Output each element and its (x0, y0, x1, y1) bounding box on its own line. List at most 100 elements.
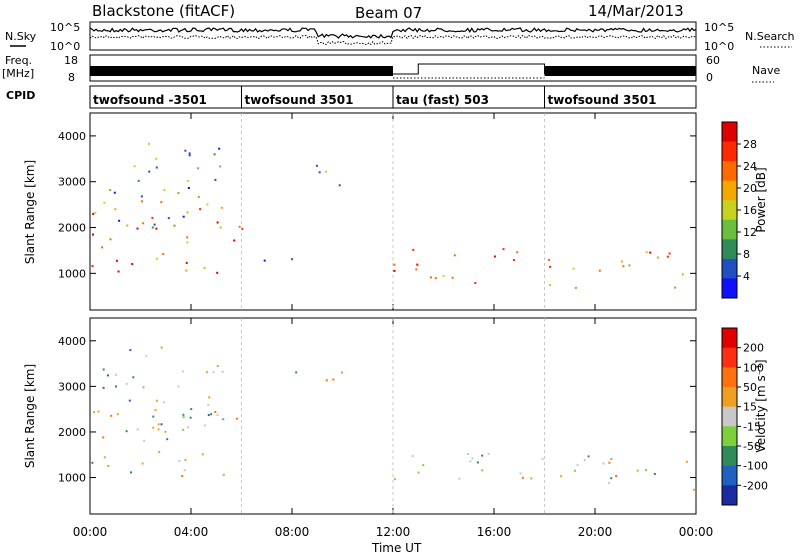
scatter-point (188, 152, 191, 155)
nsky-trace (89, 27, 697, 39)
scatter-point (205, 371, 208, 374)
scatter-point (434, 277, 437, 280)
scatter-point (142, 386, 145, 389)
scatter-point (214, 178, 217, 181)
scatter-point (212, 371, 215, 374)
power-axes: 1000 2000 3000 4000 (58, 112, 697, 311)
time-axis: 00:00 04:00 08:00 12:00 16:00 20:00 00:00 (73, 525, 714, 539)
scatter-point (628, 264, 631, 267)
scatter-point (160, 201, 163, 204)
nsky-traces (89, 27, 697, 46)
cpid-segment-label: twofsound -3501 (93, 93, 207, 107)
nsearch-label: N.Search (745, 30, 795, 43)
scatter-point (430, 276, 432, 279)
scatter-point (415, 268, 418, 271)
scatter-point (610, 458, 613, 460)
scatter-point (216, 271, 219, 274)
scatter-point (512, 259, 515, 261)
colorbar-tick-label: 100 (743, 361, 764, 374)
scatter-point (549, 265, 552, 268)
scatter-point (291, 258, 294, 261)
scatter-point (118, 219, 121, 222)
scatter-point (574, 286, 577, 289)
scatter-point (416, 263, 419, 266)
scatter-point (185, 261, 188, 264)
scatter-point (91, 265, 94, 267)
scatter-point (548, 258, 550, 261)
colorbar-swatch (722, 406, 737, 427)
colorbar-swatch (722, 367, 737, 388)
scatter-point (197, 167, 200, 170)
scatter-point (115, 385, 117, 388)
scatter-point (341, 371, 343, 374)
cpid-label: CPID (6, 89, 35, 102)
scatter-point (177, 385, 180, 388)
colorbar-swatch (722, 200, 737, 221)
scatter-point (157, 423, 160, 426)
scatter-point (656, 256, 659, 259)
scatter-point (115, 373, 118, 376)
scatter-point (216, 221, 219, 224)
scatter-point (103, 201, 106, 204)
scatter-point (451, 276, 454, 279)
scatter-point (469, 460, 472, 463)
colorbar-swatch (722, 328, 737, 349)
colorbar-tick-label: 200 (743, 342, 764, 355)
cpid-segment-label: twofsound 3501 (245, 93, 354, 107)
scatter-point (221, 418, 224, 421)
scatter-point (132, 376, 135, 379)
nsky-panel-frame (89, 21, 697, 51)
velocity-colorbar-label: Velocity [m s⁻¹] (754, 359, 768, 452)
scatter-point (412, 248, 415, 251)
scatter-point (162, 401, 165, 404)
freq-band (544, 66, 696, 76)
scatter-point (481, 469, 484, 472)
scatter-point (136, 428, 139, 431)
freq-traces (90, 63, 696, 79)
scatter-point (549, 284, 551, 287)
scatter-point (162, 253, 165, 256)
scatter-point (560, 475, 563, 478)
scatter-point (197, 195, 200, 198)
scatter-point (189, 416, 192, 419)
nave-tick-top: 60 (706, 54, 720, 67)
scatter-point (315, 164, 318, 167)
scatter-point (160, 346, 163, 349)
scatter-point (653, 473, 656, 475)
x-tick-label: 04:00 (174, 525, 209, 539)
colorbar-frame (721, 327, 738, 506)
scatter-point (218, 147, 221, 150)
colorbar-tick-label: 15 (743, 401, 757, 414)
scatter-point (263, 259, 266, 262)
y-tick-label: 2000 (58, 222, 86, 235)
scatter-point (107, 465, 110, 467)
colorbar-tick-label: 16 (743, 204, 757, 217)
scatter-point (125, 430, 128, 433)
scatter-point (109, 238, 112, 241)
scatter-point (393, 263, 396, 266)
velocity-ylabel: Slant Range [km] (23, 364, 37, 468)
scatter-point (152, 426, 155, 429)
scatter-point (186, 236, 189, 239)
y-tick-label: 2000 (58, 426, 86, 439)
scatter-point (221, 370, 224, 373)
scatter-point (166, 438, 169, 441)
time-axis-label: Time UT (371, 541, 422, 554)
scatter-point (207, 414, 210, 417)
colorbar-swatch (722, 141, 737, 162)
scatter-point (186, 179, 189, 182)
power-colorbar: 28 24 20 16 12 8 4 (721, 121, 757, 299)
scatter-point (158, 451, 161, 454)
scatter-point (187, 187, 190, 189)
scatter-point (203, 266, 206, 269)
power-scatter (91, 142, 684, 289)
scatter-point (114, 208, 117, 211)
scatter-point (142, 222, 145, 225)
scatter-point (91, 461, 94, 464)
scatter-point (94, 211, 97, 214)
colorbar-swatch (722, 161, 737, 182)
scatter-point (155, 257, 158, 260)
nsky-tick-top: 10^5 (50, 21, 80, 34)
scatter-point (338, 184, 341, 187)
